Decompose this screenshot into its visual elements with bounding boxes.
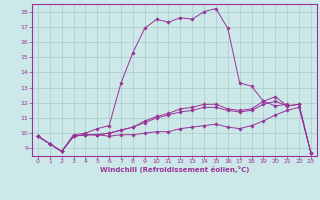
- X-axis label: Windchill (Refroidissement éolien,°C): Windchill (Refroidissement éolien,°C): [100, 166, 249, 173]
